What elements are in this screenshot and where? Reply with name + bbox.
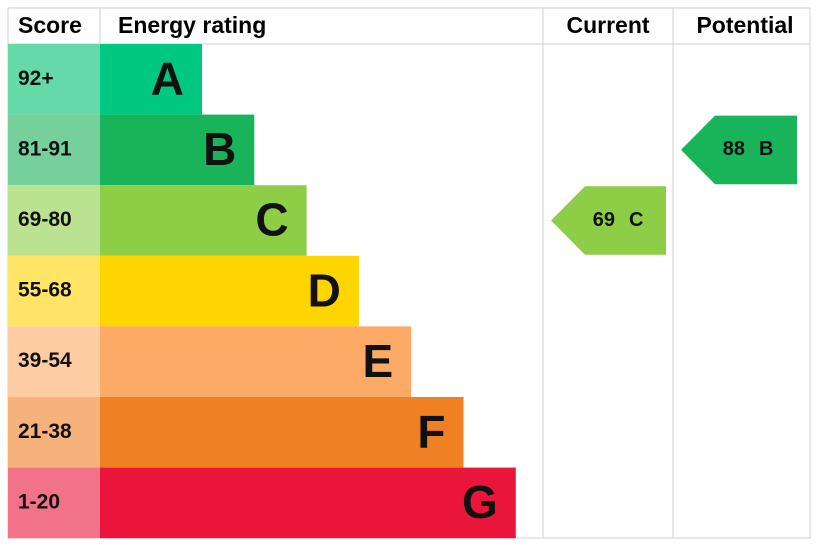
score-range: 69-80: [18, 208, 72, 231]
rating-bar: [100, 326, 412, 397]
potential-arrow: [681, 115, 797, 185]
current-value: 69: [593, 209, 615, 231]
score-cell: [8, 114, 100, 186]
rating-bar: [100, 114, 255, 186]
rating-bar: [100, 255, 359, 327]
rating-letter: F: [417, 405, 445, 457]
score-cell: [8, 44, 100, 115]
rating-letter: E: [363, 335, 394, 387]
potential-letter: B: [759, 138, 773, 160]
rating-letter: C: [255, 194, 288, 246]
current-arrow: [551, 186, 666, 255]
potential-value: 88: [723, 138, 745, 160]
rating-letter: D: [308, 264, 341, 316]
rating-letter: A: [151, 52, 184, 104]
score-range: 55-68: [18, 279, 72, 302]
score-range: 39-54: [18, 349, 72, 372]
score-cell: [8, 255, 100, 327]
rating-bar: [100, 397, 464, 468]
score-range: 1-20: [18, 490, 60, 513]
score-range: 81-91: [18, 137, 72, 160]
current-letter: C: [629, 209, 643, 231]
rating-bar: [100, 44, 202, 115]
score-cell: [8, 185, 100, 256]
rating-bar: [100, 467, 516, 539]
rating-letter: B: [203, 123, 236, 175]
header-current: Current: [566, 12, 649, 38]
score-range: 21-38: [18, 420, 72, 443]
score-range: 92+: [18, 67, 54, 90]
rating-bar: [100, 185, 307, 256]
header-potential: Potential: [696, 12, 793, 38]
rating-letter: G: [462, 476, 498, 528]
header-score: Score: [18, 12, 82, 38]
score-cell: [8, 397, 100, 468]
score-cell: [8, 326, 100, 397]
score-cell: [8, 467, 100, 539]
header-energy-rating: Energy rating: [118, 12, 266, 38]
